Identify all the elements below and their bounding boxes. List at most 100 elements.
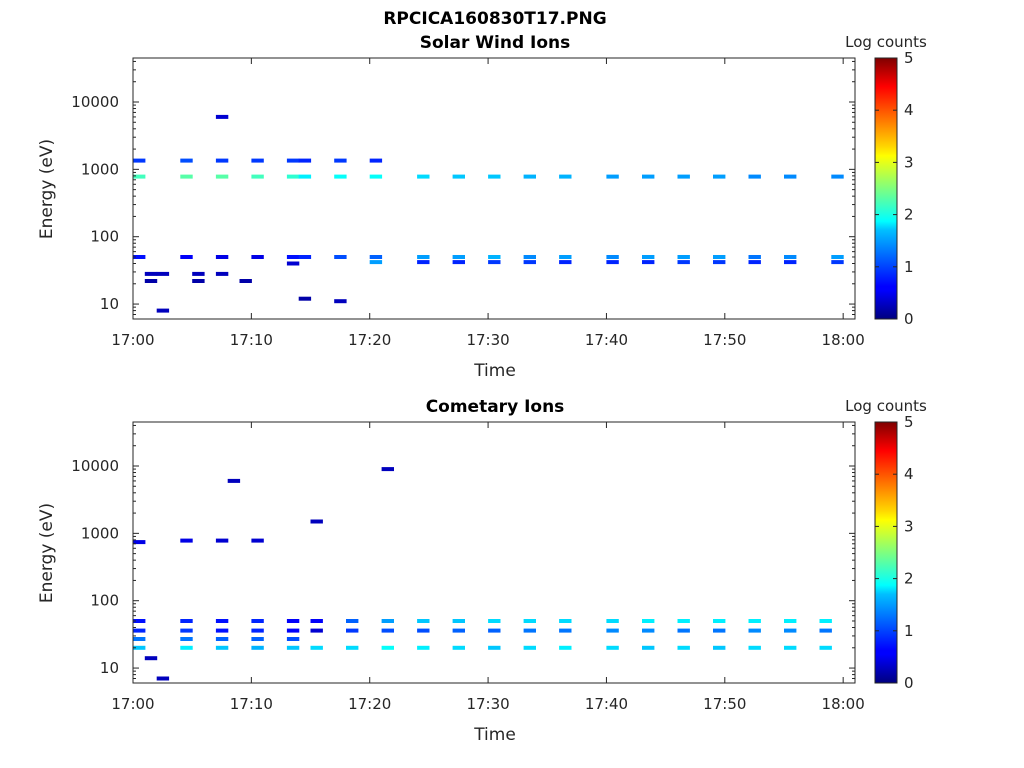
y-tick-label: 10000 <box>71 457 119 475</box>
x-tick-label: 17:30 <box>466 331 509 349</box>
heatmap-cell <box>606 174 619 179</box>
heatmap-cell <box>748 645 761 650</box>
heatmap-cell <box>180 637 193 641</box>
heatmap-cell <box>559 645 572 650</box>
heatmap-cell <box>452 645 465 650</box>
y-tick-label: 10 <box>100 659 119 677</box>
heatmap-cell <box>381 619 394 623</box>
heatmap-cell <box>215 637 229 641</box>
heatmap-cell <box>286 255 300 259</box>
heatmap-cell <box>286 261 300 266</box>
panel-title: Cometary Ions <box>426 397 565 417</box>
heatmap-cell <box>523 255 536 259</box>
y-axis-label: Energy (eV) <box>37 503 57 603</box>
heatmap-cell <box>606 628 619 633</box>
heatmap-cell <box>784 628 797 633</box>
heatmap-cell <box>642 260 655 265</box>
heatmap-cell <box>286 645 300 650</box>
heatmap-cells <box>133 467 832 681</box>
heatmap-cell <box>488 619 501 623</box>
heatmap-cell <box>417 628 430 633</box>
heatmap-cell <box>286 619 300 623</box>
heatmap-cell <box>215 538 229 543</box>
heatmap-cell <box>215 174 229 179</box>
heatmap-cell <box>748 255 761 259</box>
heatmap-cell <box>156 271 170 276</box>
heatmap-cell <box>133 645 146 650</box>
heatmap-cell <box>748 619 761 623</box>
heatmap-cell <box>417 255 430 259</box>
heatmap-cell <box>488 645 501 650</box>
heatmap-cell <box>606 260 619 265</box>
heatmap-cell <box>523 645 536 650</box>
heatmap-cell <box>180 255 193 259</box>
heatmap-cell <box>334 174 347 179</box>
y-tick-label: 10000 <box>71 93 119 111</box>
colorbar-label: Log counts <box>845 33 927 51</box>
heatmap-cell <box>346 619 359 623</box>
heatmap-cell <box>677 255 690 259</box>
x-tick-label: 17:20 <box>348 331 391 349</box>
panel-solar-wind: Solar Wind Ions 17:00 17:10 17:20 17:30 17:4… <box>37 33 927 381</box>
heatmap-cell <box>713 645 726 650</box>
heatmap-cell <box>381 645 394 650</box>
heatmap-cell <box>251 637 264 641</box>
heatmap-cell <box>133 174 146 179</box>
x-tick-label: 17:20 <box>348 695 391 713</box>
heatmap-cell <box>713 255 726 259</box>
heatmap-cell <box>227 478 241 483</box>
y-tick-label: 1000 <box>81 160 119 178</box>
heatmap-cell <box>133 619 146 623</box>
heatmap-cell <box>369 174 383 179</box>
heatmap-cell <box>559 619 572 623</box>
heatmap-cell <box>310 619 323 623</box>
heatmap-cell <box>488 260 501 265</box>
heatmap-cell <box>144 271 158 276</box>
figure-title: RPCICA160830T17.PNG <box>383 9 606 29</box>
heatmap-cell <box>251 628 264 633</box>
colorbar: Log counts 0 1 2 3 4 5 <box>845 397 927 692</box>
heatmap-cell <box>713 260 726 265</box>
heatmap-cell <box>369 255 383 259</box>
heatmap-cell <box>559 628 572 633</box>
heatmap-cell <box>180 619 193 623</box>
heatmap-cell <box>488 628 501 633</box>
heatmap-cell <box>713 619 726 623</box>
heatmap-cell <box>559 255 572 259</box>
x-tick-label: 17:00 <box>111 695 154 713</box>
x-tick-label: 17:50 <box>703 695 746 713</box>
heatmap-cell <box>642 645 655 650</box>
heatmap-cell <box>748 174 761 179</box>
heatmap-cell <box>310 628 323 633</box>
heatmap-cell <box>133 158 146 163</box>
x-tick-label: 17:10 <box>230 331 273 349</box>
heatmap-cell <box>346 645 359 650</box>
heatmap-cell <box>417 619 430 623</box>
x-axis: 17:00 17:10 17:20 17:30 17:40 17:50 18:00 <box>111 58 865 349</box>
y-tick-label: 1000 <box>81 524 119 542</box>
heatmap-cell <box>192 271 205 276</box>
y-tick-label: 100 <box>90 228 119 246</box>
heatmap-cell <box>677 174 690 179</box>
heatmap-cell <box>251 645 264 650</box>
heatmap-cell <box>452 619 465 623</box>
colorbar-tick-label: 1 <box>904 622 914 640</box>
x-axis-label: Time <box>473 361 516 381</box>
y-axis: 10 100 1000 10000 <box>71 60 855 320</box>
heatmap-cell <box>156 308 170 313</box>
x-axis: 17:00 17:10 17:20 17:30 17:40 17:50 18:00 <box>111 422 865 713</box>
heatmap-cell <box>642 628 655 633</box>
heatmap-cell <box>819 645 832 650</box>
x-tick-label: 17:30 <box>466 695 509 713</box>
heatmap-cell <box>677 628 690 633</box>
y-axis: 10 100 1000 10000 <box>71 424 855 684</box>
heatmap-cell <box>831 174 844 179</box>
heatmap-cell <box>251 158 264 163</box>
heatmap-cell <box>346 628 359 633</box>
x-tick-label: 17:40 <box>585 695 628 713</box>
heatmap-cell <box>286 637 300 641</box>
heatmap-cell <box>452 628 465 633</box>
x-tick-label: 17:50 <box>703 331 746 349</box>
heatmap-cell <box>819 619 832 623</box>
heatmap-cell <box>251 174 264 179</box>
